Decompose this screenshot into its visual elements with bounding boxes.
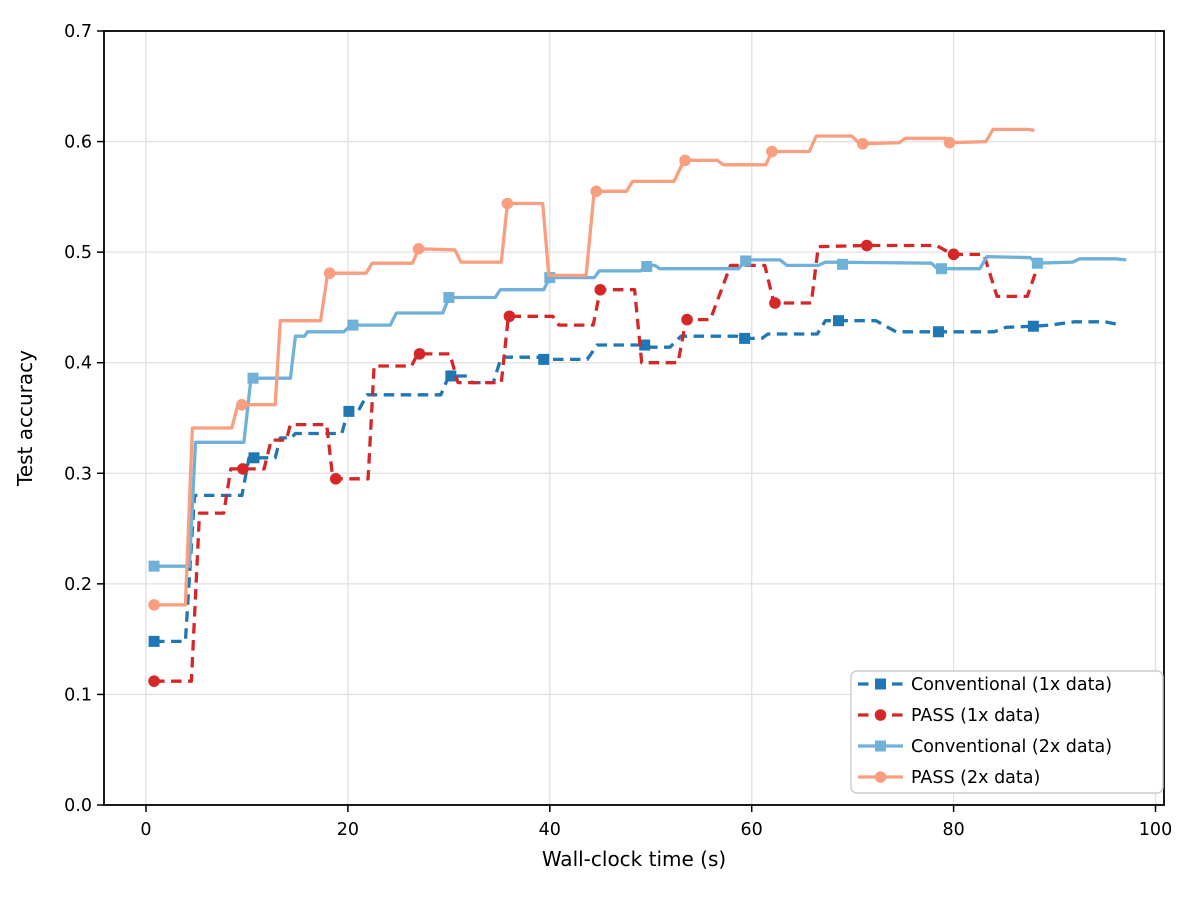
legend: Conventional (1x data) PASS (1x data) Conv… xyxy=(850,670,1164,794)
axes-layer xyxy=(97,30,1165,812)
y-tick-label-0.4: 0.4 xyxy=(64,354,92,374)
legend-item-conventional-2x-data: Conventional (2x data) xyxy=(858,737,1112,757)
marker-square-conventional-2x-data xyxy=(347,319,359,331)
marker-circle-pass-1x-data xyxy=(237,463,249,475)
legend-label-pass-2x-data: PASS (2x data) xyxy=(911,768,1040,788)
marker-circle-pass-1x-data xyxy=(594,283,607,296)
y-tick-label-0.5: 0.5 xyxy=(64,243,92,263)
marker-circle-pass-1x-data xyxy=(148,675,160,687)
marker-square-conventional-2x-data xyxy=(641,261,653,273)
marker-square-conventional-1x-data xyxy=(248,452,260,464)
marker-circle-pass-1x-data xyxy=(503,310,516,323)
x-axis-label: Wall-clock time (s) xyxy=(542,847,726,871)
series-line-conventional-2x-data xyxy=(154,254,1127,568)
marker-square-conventional-2x-data xyxy=(837,258,849,270)
series-line-pass-2x-data xyxy=(154,127,1035,607)
x-tick-label-80: 80 xyxy=(942,820,964,840)
legend-marker-square-conventional-2x-data xyxy=(875,740,886,752)
marker-square-conventional-1x-data xyxy=(445,370,457,382)
series-line-pass-1x-data xyxy=(154,243,1040,683)
y-tick-label-0.0: 0.0 xyxy=(64,796,92,816)
y-axis-label: Test accuracy xyxy=(13,350,37,487)
marker-circle-pass-2x-data xyxy=(412,243,425,255)
marker-circle-pass-2x-data xyxy=(590,185,603,198)
marker-circle-pass-1x-data xyxy=(413,348,426,360)
marker-square-conventional-2x-data xyxy=(740,255,752,267)
marker-circle-pass-2x-data xyxy=(766,145,778,158)
y-tick-label-0.3: 0.3 xyxy=(64,464,92,484)
marker-circle-pass-1x-data xyxy=(860,239,873,252)
marker-square-conventional-2x-data xyxy=(148,560,160,572)
marker-square-conventional-1x-data xyxy=(639,339,651,351)
marker-circle-pass-2x-data xyxy=(501,197,514,210)
y-tick-label-0.1: 0.1 xyxy=(64,685,92,705)
legend-label-pass-1x-data: PASS (1x data) xyxy=(911,706,1040,726)
marker-square-conventional-1x-data xyxy=(148,635,160,647)
marker-square-conventional-2x-data xyxy=(1031,257,1043,269)
series-layer xyxy=(148,127,1127,687)
x-tick-label-60: 60 xyxy=(741,820,763,840)
legend-label-conventional-1x-data: Conventional (1x data) xyxy=(911,675,1112,695)
marker-circle-pass-2x-data xyxy=(856,137,869,150)
tick-label-layer: 0 20 40 60 80 100 0.0 0.1 0.2 0.3 0.4 0.5 0.6 0.7 xyxy=(64,22,1172,840)
marker-circle-pass-1x-data xyxy=(329,473,342,485)
marker-circle-pass-1x-data xyxy=(681,313,693,326)
marker-square-conventional-1x-data xyxy=(538,353,550,365)
y-tick-label-0.7: 0.7 xyxy=(64,22,92,42)
legend-label-conventional-2x-data: Conventional (2x data) xyxy=(911,737,1112,757)
series-line-conventional-1x-data xyxy=(154,319,1122,644)
marker-square-conventional-1x-data xyxy=(833,315,845,327)
y-tick-label-0.6: 0.6 xyxy=(64,133,92,153)
legend-item-pass-2x-data: PASS (2x data) xyxy=(858,768,1040,788)
y-tick-label-0.2: 0.2 xyxy=(64,575,92,595)
marker-circle-pass-2x-data xyxy=(236,398,248,411)
plot-border xyxy=(103,30,1165,806)
marker-square-conventional-1x-data xyxy=(932,326,944,338)
legend-marker-circle-pass-1x-data xyxy=(874,709,887,721)
marker-square-conventional-2x-data xyxy=(443,291,455,303)
x-tick-label-20: 20 xyxy=(337,820,359,840)
x-tick-label-0: 0 xyxy=(140,820,151,840)
legend-marker-circle-pass-2x-data xyxy=(874,771,887,783)
marker-square-conventional-1x-data xyxy=(343,405,355,417)
legend-item-conventional-1x-data: Conventional (1x data) xyxy=(858,675,1112,695)
marker-circle-pass-2x-data xyxy=(148,599,160,611)
marker-square-conventional-2x-data xyxy=(935,263,947,275)
marker-square-conventional-1x-data xyxy=(1027,320,1039,332)
legend-box xyxy=(850,670,1164,794)
marker-square-conventional-1x-data xyxy=(739,332,751,344)
x-tick-label-100: 100 xyxy=(1139,820,1172,840)
marker-circle-pass-2x-data xyxy=(323,267,336,279)
legend-marker-square-conventional-1x-data xyxy=(875,678,886,690)
marker-square-conventional-2x-data xyxy=(247,372,259,384)
marker-circle-pass-2x-data xyxy=(943,136,956,149)
marker-circle-pass-1x-data xyxy=(769,297,781,309)
x-tick-label-40: 40 xyxy=(539,820,561,840)
marker-square-conventional-2x-data xyxy=(544,272,556,284)
marker-circle-pass-1x-data xyxy=(947,248,960,261)
legend-item-pass-1x-data: PASS (1x data) xyxy=(858,706,1040,726)
marker-circle-pass-2x-data xyxy=(679,154,691,167)
